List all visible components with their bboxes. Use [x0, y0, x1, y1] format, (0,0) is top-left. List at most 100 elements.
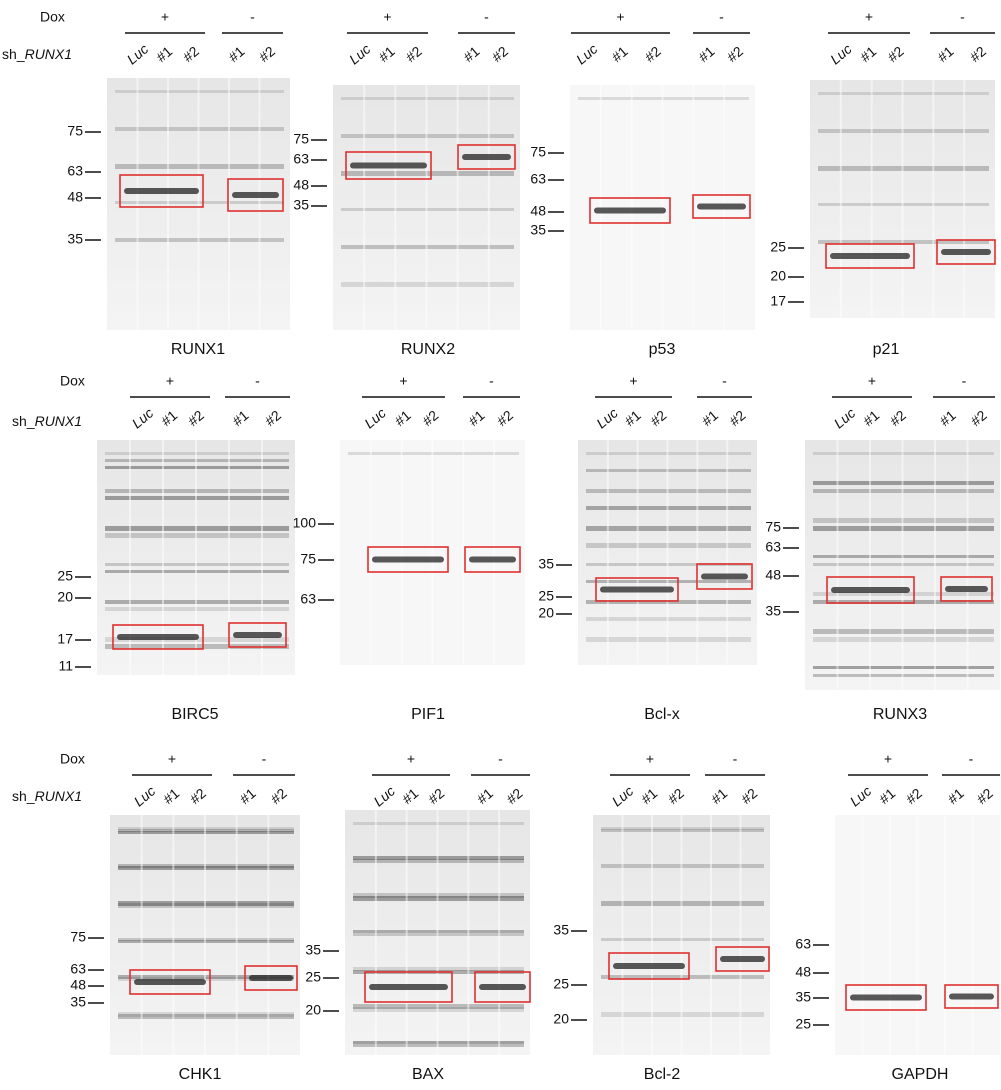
highlight-box	[364, 971, 453, 1003]
dox-minus: -	[969, 751, 974, 767]
sh-gene: RUNX1	[35, 413, 82, 429]
target-band	[124, 188, 199, 194]
target-band	[949, 993, 994, 1000]
highlight-box	[696, 563, 753, 590]
lane-label: #1	[699, 407, 721, 429]
dox-minus: -	[498, 751, 503, 767]
dox-plus: +	[168, 751, 176, 767]
mw-marker: 25	[553, 976, 569, 992]
lane-label: Luc	[370, 783, 398, 810]
highlight-box	[457, 144, 516, 170]
mw-marker: 35	[553, 922, 569, 938]
lane-label: #2	[887, 407, 909, 429]
mw-marker: 48	[530, 203, 546, 219]
lane-label: #1	[229, 407, 251, 429]
lane-label: #2	[726, 407, 748, 429]
lane-label: #1	[876, 785, 898, 807]
lane-label: #2	[738, 785, 760, 807]
dox-minus: -	[489, 373, 494, 389]
mw-marker: 35	[538, 556, 554, 572]
lane-label: #2	[494, 407, 516, 429]
lane-label: #1	[708, 785, 730, 807]
sh-prefix: sh_	[2, 46, 25, 62]
lane-label: #2	[974, 785, 996, 807]
mw-marker: 63	[300, 591, 316, 607]
mw-marker: 35	[70, 994, 86, 1010]
protein-name: Bcl-2	[644, 1066, 681, 1083]
lane-label: #1	[237, 785, 259, 807]
mw-marker: 35	[795, 989, 811, 1005]
lane-label: #1	[465, 407, 487, 429]
lane-label: #1	[158, 407, 180, 429]
dox-label: Dox	[40, 9, 65, 25]
dox-minus: -	[262, 751, 267, 767]
target-band	[249, 975, 293, 981]
target-band	[469, 556, 516, 563]
target-band	[941, 249, 991, 255]
lane-label: #2	[180, 43, 202, 65]
highlight-box	[692, 194, 751, 219]
dox-minus: -	[960, 9, 965, 25]
lane-label: #2	[425, 785, 447, 807]
lane-label: #2	[268, 785, 290, 807]
sh-prefix: sh_	[12, 413, 35, 429]
mw-marker: 63	[795, 936, 811, 952]
sh-label: sh_RUNX1	[12, 788, 82, 804]
mw-marker: 35	[765, 603, 781, 619]
mw-marker: 63	[70, 961, 86, 977]
lane-label: Luc	[346, 41, 374, 68]
dox-minus: -	[484, 9, 489, 25]
dox-plus: +	[884, 751, 892, 767]
sh-gene: RUNX1	[35, 788, 82, 804]
lane-label: #2	[403, 43, 425, 65]
mw-marker: 25	[538, 588, 554, 604]
lane-label: #2	[647, 407, 669, 429]
sh-label: sh_RUNX1	[2, 46, 72, 62]
lane-label: Luc	[827, 41, 855, 68]
mw-marker: 20	[538, 605, 554, 621]
lane-label: Luc	[573, 41, 601, 68]
dox-minus: -	[255, 373, 260, 389]
lane-label: Luc	[593, 405, 621, 432]
dox-plus: +	[161, 9, 169, 25]
mw-marker: 75	[293, 131, 309, 147]
protein-name: RUNX2	[401, 341, 455, 358]
lane-label: #1	[474, 785, 496, 807]
lane-label: Luc	[131, 783, 159, 810]
lane-label: #1	[945, 785, 967, 807]
highlight-box	[228, 622, 287, 648]
protein-name: RUNX1	[171, 341, 225, 358]
mw-marker: 48	[67, 189, 83, 205]
lane-label: #1	[638, 785, 660, 807]
lane-label: #1	[460, 43, 482, 65]
target-band	[372, 556, 444, 563]
mw-marker: 20	[770, 268, 786, 284]
lane-label: #1	[622, 407, 644, 429]
dox-plus: +	[399, 373, 407, 389]
lane-label: #2	[968, 407, 990, 429]
target-band	[720, 956, 765, 962]
dox-minus: -	[733, 751, 738, 767]
highlight-box	[845, 984, 927, 1011]
mw-marker: 75	[300, 551, 316, 567]
lane-label: Luc	[361, 405, 389, 432]
target-band	[479, 984, 526, 990]
highlight-box	[244, 965, 298, 991]
target-band	[831, 587, 910, 593]
mw-marker: 11	[58, 658, 73, 674]
target-band	[232, 192, 279, 198]
lane-label: #1	[225, 43, 247, 65]
mw-marker: 75	[70, 929, 86, 945]
sh-prefix: sh_	[12, 788, 35, 804]
dox-minus: -	[962, 373, 967, 389]
lane-label: Luc	[847, 783, 875, 810]
mw-marker: 48	[765, 567, 781, 583]
target-band	[117, 634, 199, 640]
protein-name: CHK1	[179, 1066, 222, 1083]
dox-label: Dox	[60, 373, 85, 389]
target-band	[945, 586, 988, 592]
highlight-box	[345, 151, 432, 180]
lane-label: #2	[884, 43, 906, 65]
lane-label: #1	[695, 43, 717, 65]
protein-name: RUNX3	[873, 706, 927, 723]
